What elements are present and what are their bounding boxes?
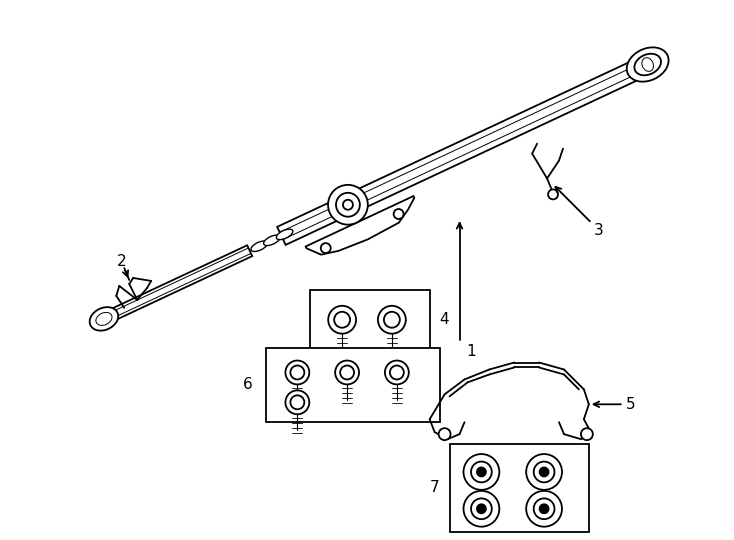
Circle shape — [471, 462, 492, 482]
Ellipse shape — [642, 58, 653, 71]
Circle shape — [328, 306, 356, 334]
Circle shape — [477, 468, 486, 476]
Circle shape — [463, 491, 499, 526]
Ellipse shape — [251, 241, 267, 252]
Circle shape — [343, 200, 353, 210]
Circle shape — [286, 361, 309, 384]
Text: 6: 6 — [243, 377, 252, 392]
Circle shape — [291, 366, 305, 380]
Bar — [266, 348, 440, 422]
Circle shape — [439, 428, 451, 440]
Circle shape — [471, 498, 492, 519]
Circle shape — [335, 361, 359, 384]
Circle shape — [336, 193, 360, 217]
Polygon shape — [101, 245, 252, 325]
Circle shape — [340, 366, 354, 380]
Text: 1: 1 — [467, 344, 476, 359]
Ellipse shape — [644, 61, 651, 68]
Circle shape — [390, 366, 404, 380]
Circle shape — [328, 185, 368, 225]
Circle shape — [384, 312, 400, 328]
Circle shape — [526, 491, 562, 526]
Bar — [449, 444, 589, 532]
Circle shape — [477, 504, 486, 513]
Circle shape — [581, 428, 593, 440]
Circle shape — [321, 243, 331, 253]
Ellipse shape — [276, 229, 293, 240]
Text: 5: 5 — [626, 397, 636, 412]
Circle shape — [534, 498, 554, 519]
Circle shape — [385, 361, 409, 384]
Circle shape — [334, 312, 350, 328]
Ellipse shape — [627, 48, 669, 82]
Circle shape — [291, 395, 305, 409]
Circle shape — [526, 454, 562, 490]
Text: 2: 2 — [117, 254, 126, 268]
Ellipse shape — [634, 54, 661, 75]
Circle shape — [378, 306, 406, 334]
Circle shape — [539, 468, 548, 476]
Polygon shape — [305, 196, 414, 255]
Ellipse shape — [90, 307, 118, 330]
Circle shape — [286, 390, 309, 414]
Text: 7: 7 — [430, 481, 440, 495]
Circle shape — [463, 454, 499, 490]
Bar — [310, 290, 429, 349]
Circle shape — [539, 504, 548, 513]
Text: 3: 3 — [594, 222, 603, 238]
Circle shape — [534, 462, 554, 482]
Circle shape — [393, 209, 404, 219]
Ellipse shape — [96, 313, 112, 326]
Polygon shape — [277, 59, 644, 245]
Text: 4: 4 — [439, 312, 448, 327]
Ellipse shape — [264, 235, 280, 246]
Circle shape — [548, 190, 558, 199]
